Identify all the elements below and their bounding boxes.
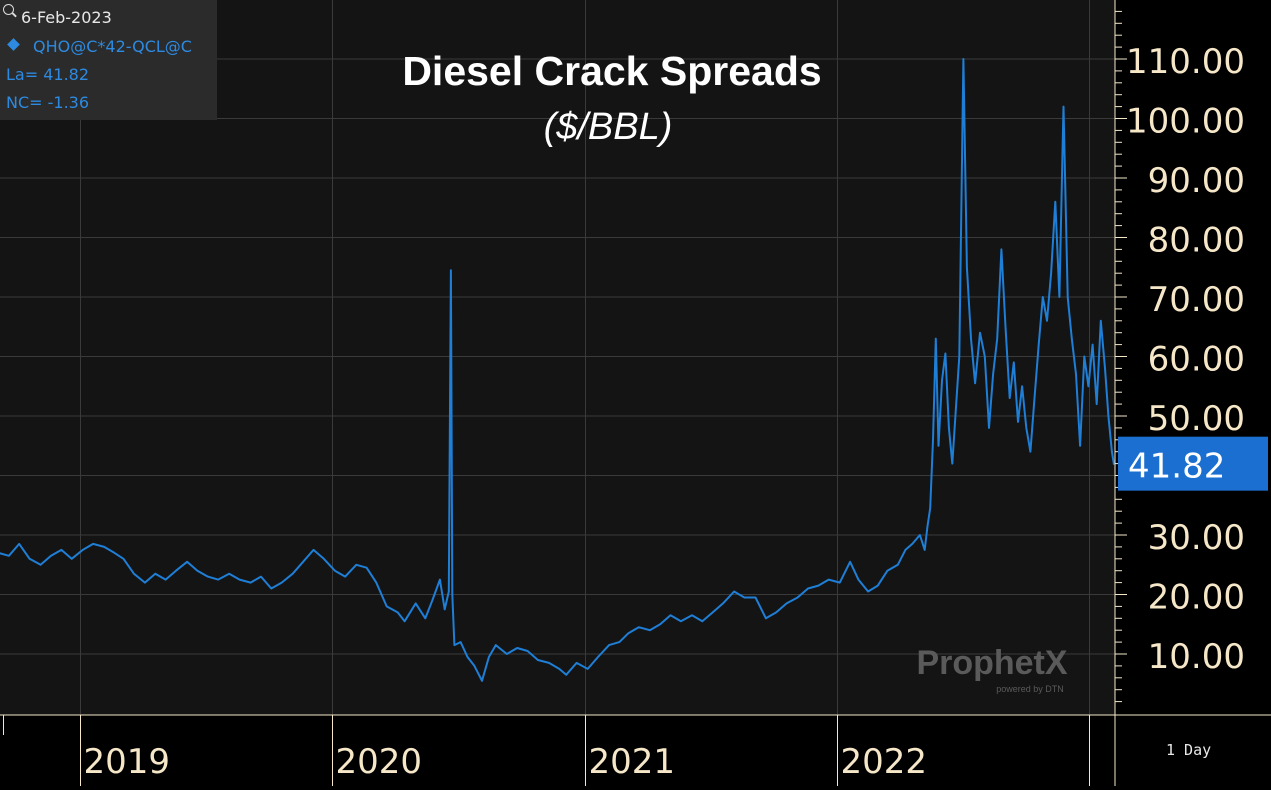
price-axis-panel [1115, 0, 1271, 786]
last-price-label: 41.82 [1128, 447, 1225, 487]
time-tick-label: 2021 [589, 742, 676, 782]
price-tick-label: 110.00 [1126, 42, 1245, 82]
price-tick-label: 70.00 [1148, 280, 1245, 320]
magnifier-icon[interactable] [3, 4, 14, 15]
last-price-box [1118, 436, 1268, 491]
price-tick-label: 100.00 [1126, 102, 1245, 142]
last-price-badge: 41.82 [1118, 436, 1268, 491]
interval-selector[interactable]: 1 Day [1166, 741, 1212, 759]
price-tick-label: 80.00 [1148, 221, 1245, 261]
price-axis[interactable]: 10.00 20.00 30.00 50.00 60.00 70.00 80.00 90.00… [1115, 10, 1245, 703]
watermark-tagline: powered by DTN [996, 684, 1064, 694]
series-line [0, 58, 1115, 682]
prophetx-watermark: ProphetX powered by DTN [916, 644, 1067, 694]
price-tick-label: 30.00 [1148, 518, 1245, 558]
price-tick-label: 20.00 [1148, 578, 1245, 618]
time-axis[interactable]: 2019 2020 2021 2022 [3, 715, 1090, 786]
time-axis-panel [0, 715, 1115, 786]
chart-title: Diesel Crack Spreads [402, 48, 822, 94]
series-diamond-icon [7, 38, 20, 51]
quote-symbol: QHO@C*42-QCL@C [33, 37, 192, 56]
time-tick-label: 2022 [841, 742, 928, 782]
price-tick-label: 90.00 [1148, 161, 1245, 201]
price-tick-label: 10.00 [1148, 637, 1245, 677]
chart-subtitle: ($/BBL) [543, 106, 673, 148]
quote-last: La= 41.82 [6, 65, 90, 84]
quote-net-change: NC= -1.36 [6, 93, 90, 112]
price-tick-label: 60.00 [1148, 340, 1245, 380]
price-tick-label: 50.00 [1148, 399, 1245, 439]
time-tick-label: 2020 [336, 742, 423, 782]
quote-date: 6-Feb-2023 [21, 8, 112, 27]
quote-info-panel[interactable]: 6-Feb-2023 QHO@C*42-QCL@C La= 41.82 NC= … [0, 0, 217, 120]
series-layer [0, 58, 1115, 682]
watermark-brand: ProphetX [916, 644, 1067, 682]
grid-lines [0, 0, 1115, 715]
time-tick-label: 2019 [84, 742, 171, 782]
